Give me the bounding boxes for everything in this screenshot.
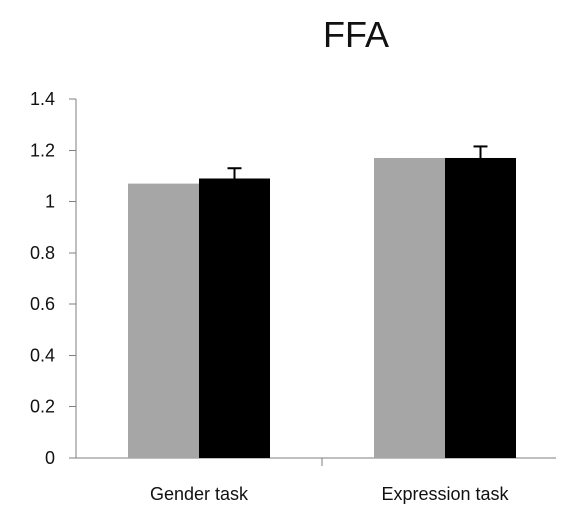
y-tick-label: 1.4 [30,89,55,109]
y-tick-label: 0 [45,448,55,468]
bar [128,183,199,458]
y-tick-label: 0.2 [30,397,55,417]
y-tick-label: 0.4 [30,345,55,365]
chart-title: FFA [323,14,389,55]
y-tick-label: 0.6 [30,294,55,314]
x-category-label: Gender task [150,484,249,504]
bar [445,157,516,458]
y-tick-label: 0.8 [30,243,55,263]
bar [374,157,445,458]
x-category-label: Expression task [381,484,509,504]
plot-area: 0 0.2 0.4 0.6 0.8 1 1.2 1.4 Gender task Expressio… [30,89,556,504]
y-tick-label: 1.2 [30,140,55,160]
bar [199,178,270,458]
y-tick-label: 1 [45,192,55,212]
